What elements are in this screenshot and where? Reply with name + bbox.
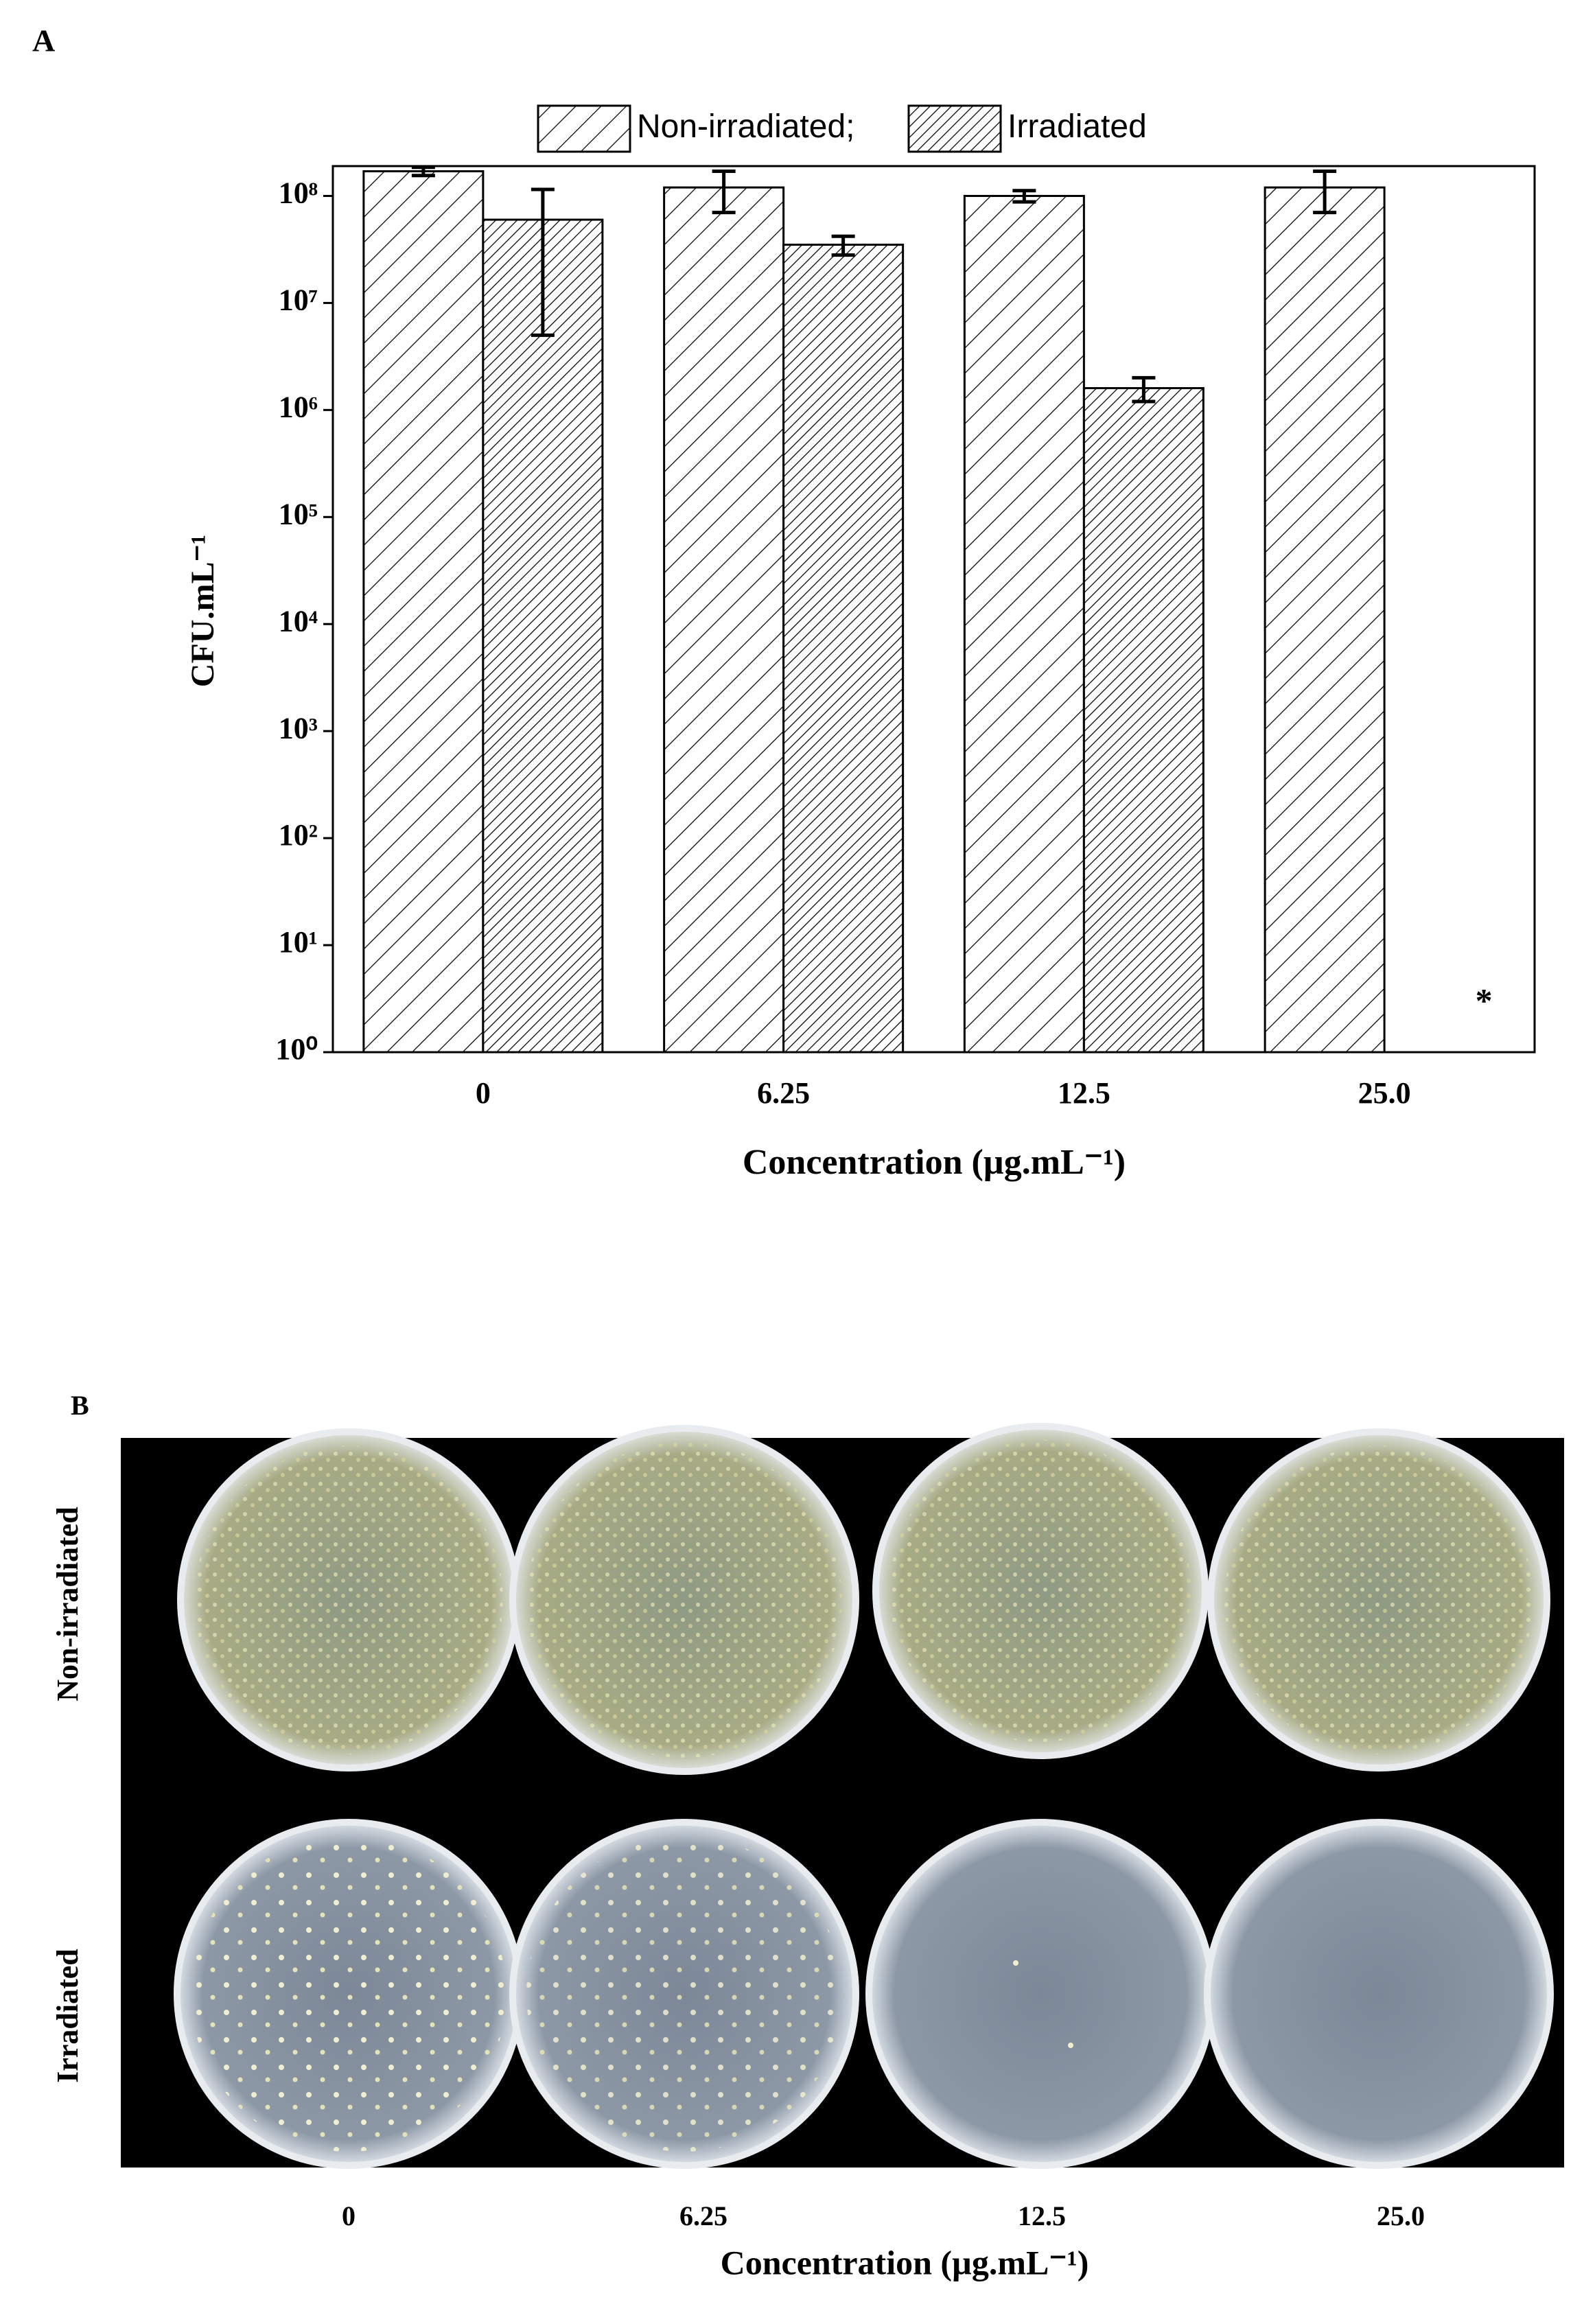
colony — [1013, 1960, 1018, 1966]
chart: 10⁰ 10¹ 10² 10³ 10⁴ 10⁵ 10⁶ 10⁷ 10⁸ 0 6.25 12.5 25.0… — [185, 104, 1536, 1182]
bar — [1082, 387, 1204, 1054]
legend-label: Irradiated — [1008, 108, 1147, 145]
x-tick-label: 6.25 — [757, 1076, 810, 1110]
x-axis-label: Concentration (µg.mL⁻¹) — [743, 1143, 1126, 1182]
colonies — [194, 1445, 503, 1754]
colonies — [526, 1442, 842, 1758]
legend-swatch — [907, 104, 1002, 153]
bar — [963, 194, 1085, 1054]
row-label: Non-irradiated — [51, 1507, 84, 1701]
colonies — [191, 1836, 507, 2152]
y-tick-label: 10⁴ — [279, 604, 318, 638]
x-tick-label: 12.5 — [1018, 2200, 1066, 2231]
y-tick-label: 10³ — [279, 711, 318, 745]
panel-label: B — [71, 1390, 89, 1421]
bar — [663, 186, 785, 1054]
row-label: Irradiated — [51, 1949, 84, 2083]
y-tick-label: 10⁶ — [279, 390, 318, 423]
colonies — [526, 1836, 842, 2152]
x-tick-label: 25.0 — [1377, 2200, 1425, 2231]
legend-label: Non-irradiated; — [637, 108, 854, 145]
y-tick-label: 10⁷ — [279, 283, 318, 317]
error-bar — [1132, 375, 1156, 404]
error-bar — [831, 234, 855, 257]
bar — [482, 218, 604, 1054]
y-tick-label: 10⁸ — [279, 176, 318, 210]
x-tick-label: 6.25 — [679, 2200, 727, 2231]
x-tick-label: 0 — [342, 2200, 356, 2231]
y-axis-label: CFU.mL⁻¹ — [185, 535, 221, 687]
colonies — [889, 1440, 1191, 1742]
colonies — [1224, 1445, 1533, 1754]
annotation: * — [1476, 981, 1493, 1019]
x-tick-label: 12.5 — [1058, 1076, 1110, 1110]
legend: Non-irradiated; Irradiated — [537, 104, 1147, 153]
y-tick-label: 10¹ — [279, 925, 318, 959]
error-bar — [712, 170, 736, 215]
colony — [1068, 2043, 1073, 2048]
bar — [362, 170, 485, 1054]
dish — [865, 1819, 1215, 2169]
error-bar — [411, 165, 435, 178]
x-tick-label: 0 — [476, 1076, 491, 1110]
bar — [782, 244, 905, 1054]
legend-swatch — [537, 104, 631, 153]
error-bar — [1012, 189, 1036, 204]
petri-dishes — [174, 1423, 1554, 2169]
bar — [1264, 186, 1386, 1054]
x-tick-label: 25.0 — [1358, 1076, 1411, 1110]
error-bar — [1313, 170, 1337, 215]
y-tick-label: 10² — [279, 818, 318, 852]
dish — [1204, 1819, 1554, 2169]
y-tick-label: 10⁵ — [279, 497, 318, 531]
y-tick-label: 10⁰ — [275, 1032, 318, 1066]
x-axis-label: Concentration (µg.mL⁻¹) — [721, 2243, 1089, 2281]
error-bar — [531, 187, 555, 337]
panel-label: A — [32, 23, 55, 58]
